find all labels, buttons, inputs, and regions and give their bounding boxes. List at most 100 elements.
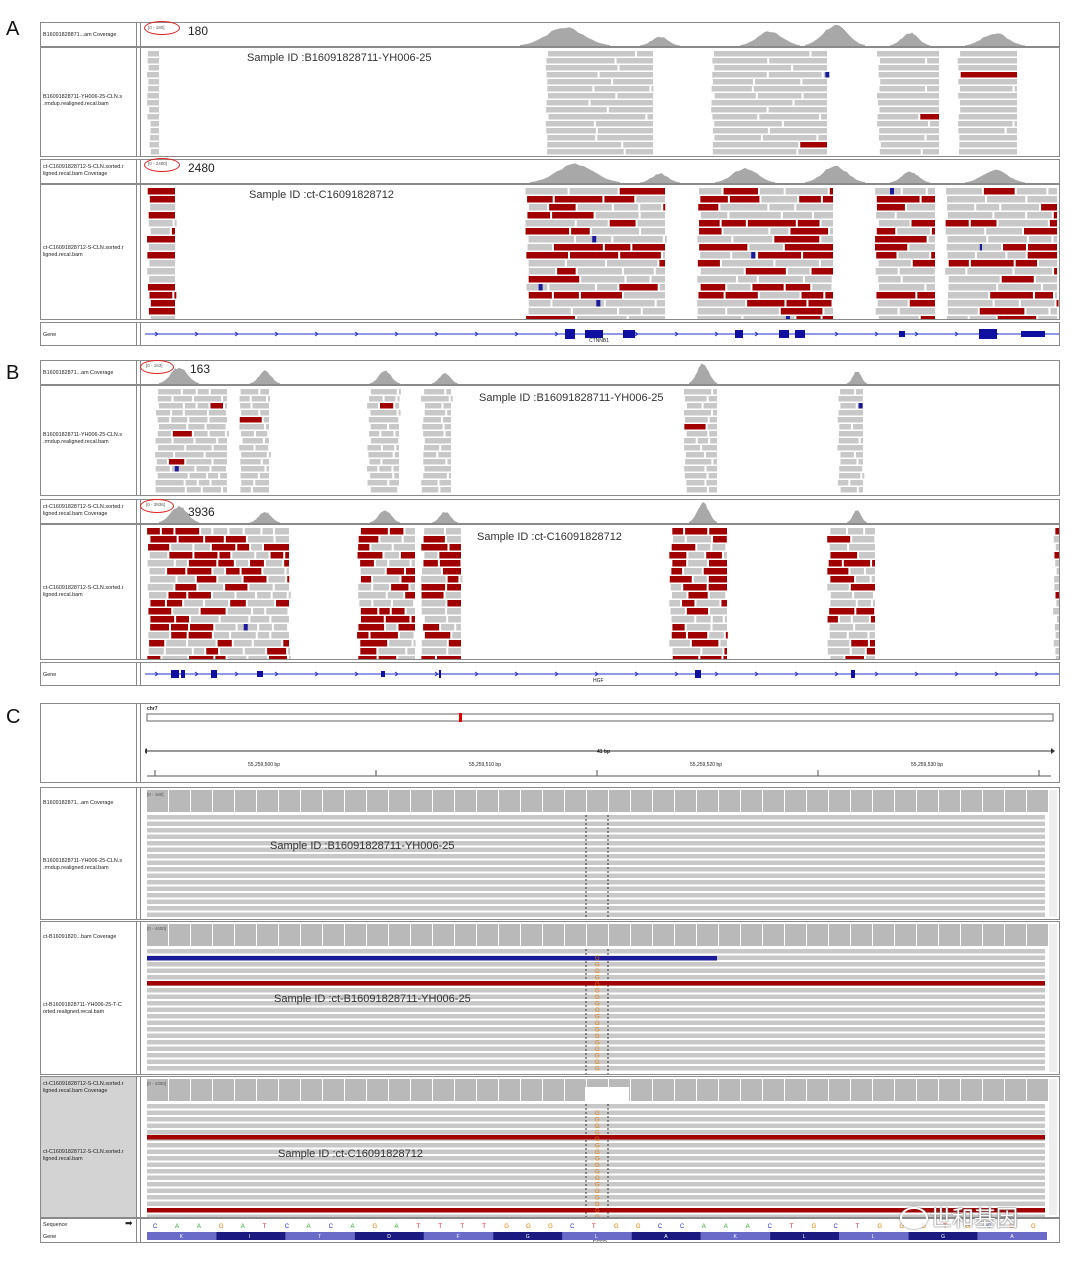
coverage-track-b2[interactable]: ct-C16091828712-S-CLN.sorted.r ligned.re…: [40, 499, 1060, 524]
panel-letter-c: C: [6, 706, 21, 728]
track-label: ct-B16091828711-YH006-25-T-C orted.reali…: [43, 1002, 122, 1015]
reads-track-a2[interactable]: ct-C16091828712-S-CLN.sorted.r ligned.re…: [40, 184, 1060, 320]
amino-acid: K: [180, 1234, 184, 1240]
sample-3-tracks[interactable]: ct-C16091828712-S-CLN.sorted.r ligned.re…: [40, 1076, 1060, 1218]
tick-label: 55,259,520 bp: [690, 762, 722, 768]
sequence-base: A: [175, 1224, 179, 1230]
sequence-base: A: [307, 1224, 311, 1230]
track-label: Gene: [43, 332, 57, 338]
coverage-count: 2480: [188, 161, 215, 175]
reads-track-a1[interactable]: B16091828711-YH006-25-CLN.s .rmdup.reali…: [40, 47, 1060, 157]
sequence-base: G: [373, 1224, 378, 1230]
sequence-base: T: [460, 1224, 464, 1230]
coverage-track-b1[interactable]: B1609182871...am Coverage: [40, 360, 1060, 385]
sequence-base: C: [570, 1224, 575, 1230]
mismatch-base: G: [595, 1202, 600, 1208]
sequence-base: G: [899, 1224, 904, 1230]
sequence-base: G: [965, 1224, 970, 1230]
track-graphic: [530, 163, 1025, 183]
mismatch-base: G: [595, 1137, 600, 1143]
reads-track-b1[interactable]: B16091828711-YH006-25-CLN.s .rmdup.reali…: [40, 385, 1060, 496]
alignment-reads: [145, 788, 1059, 919]
coverage-count: 163: [190, 362, 211, 376]
gene-name: HGF: [593, 678, 604, 684]
track-label: ct-C16091828712-S-CLN.sorted.r ligned.re…: [43, 585, 124, 598]
sequence-base: A: [394, 1224, 398, 1230]
alignment-reads: [145, 386, 1059, 495]
highlight-ellipse: [144, 21, 180, 35]
track-label: B16091828871...am Coverage: [43, 32, 117, 38]
track-graphic: [159, 363, 867, 384]
mismatch-base: G: [595, 963, 600, 969]
mismatch-base: G: [595, 1131, 600, 1137]
strand-arrow-icon[interactable]: ➡: [125, 1218, 133, 1228]
coverage-plot: [145, 23, 1059, 46]
sample-id-label: Sample ID :ct-B16091828711-YH006-25: [274, 993, 471, 1005]
gene-track-a[interactable]: Gene CTNNB1: [40, 322, 1060, 346]
ruler-panel[interactable]: chr7 41 bp 55,259,500 bp 55,259,510 bp 5…: [40, 703, 1060, 783]
mismatch-base: G: [595, 976, 600, 982]
gene-name: EGFR: [593, 1240, 607, 1242]
sequence-base: C: [285, 1224, 290, 1230]
track-label: Gene: [43, 672, 57, 678]
mismatch-base: G: [595, 982, 600, 988]
sequence-base: T: [263, 1224, 267, 1230]
coverage-track-a2[interactable]: ct-C16091828712-S-CLN.sorted.r ligned.re…: [40, 159, 1060, 184]
amino-acid: L: [595, 1234, 598, 1240]
sample-2-tracks[interactable]: ct-B16091820...bam Coverage ct-B16091828…: [40, 921, 1060, 1075]
coverage-count: 3936: [188, 505, 215, 519]
sample-1-tracks[interactable]: B1609182871...am Coverage B16091828711-Y…: [40, 787, 1060, 920]
sequence-base: C: [833, 1224, 838, 1230]
sequence-base: A: [702, 1224, 706, 1230]
coverage-count: 180: [188, 24, 209, 38]
coverage-track-a1[interactable]: B16091828871...am Coverage: [40, 22, 1060, 47]
sample-id-label: Sample ID :B16091828711-YH006-25: [479, 392, 664, 404]
coverage-plot: [145, 160, 1059, 183]
sequence-base: G: [921, 1224, 926, 1230]
amino-acid: K: [733, 1234, 737, 1240]
sequence-base: C: [329, 1224, 334, 1230]
tick-label: 55,259,530 bp: [911, 762, 943, 768]
mismatch-base: G: [595, 1157, 600, 1163]
locus-ruler: [145, 704, 1059, 782]
sequence-base: G: [526, 1224, 531, 1230]
sequence-base: T: [943, 1224, 947, 1230]
mismatch-base: G: [595, 1150, 600, 1156]
mismatch-base: G: [595, 956, 600, 962]
sequence-base: C: [658, 1224, 663, 1230]
alignment-reads: [145, 185, 1059, 319]
sequence-base: G: [812, 1224, 817, 1230]
alignment-reads: [145, 48, 1059, 156]
amino-acid: A: [1010, 1234, 1014, 1240]
reads-track-b2[interactable]: ct-C16091828712-S-CLN.sorted.r ligned.re…: [40, 524, 1060, 660]
panel-b: B1609182871...am Coverage [0 - 163] 163 …: [40, 360, 1060, 686]
mismatch-base: G: [595, 1047, 600, 1053]
mismatch-base: G: [595, 1054, 600, 1060]
sequence-base: A: [241, 1224, 245, 1230]
track-label: B16091828711-YH006-25-CLN.s .rmdup.reali…: [43, 858, 123, 871]
mismatch-base: G: [595, 1124, 600, 1130]
track-graphic: [145, 670, 1059, 678]
sequence-base: T: [416, 1224, 420, 1230]
mismatch-base: G: [595, 1183, 600, 1189]
mismatch-base: G: [595, 1008, 600, 1014]
amino-acid: F: [457, 1234, 460, 1240]
amino-acid: T: [318, 1234, 321, 1240]
sample-id-label: Sample ID :ct-C16091828712: [278, 1148, 423, 1160]
amino-acid: D: [387, 1234, 391, 1240]
sequence-base: T: [438, 1224, 442, 1230]
mismatch-base: G: [595, 1215, 600, 1217]
coverage-range: [0 - 180]: [147, 792, 164, 797]
amino-acid: L: [872, 1234, 875, 1240]
track-graphic: [145, 713, 1055, 777]
track-graphic: [145, 329, 1059, 339]
track-label: B1609182871...am Coverage: [43, 800, 114, 806]
gene-track-b[interactable]: Gene HGF: [40, 662, 1060, 686]
span-label: 41 bp: [597, 749, 611, 755]
track-label: B1609182871...am Coverage: [43, 370, 114, 376]
alignment-reads: [145, 525, 1059, 659]
